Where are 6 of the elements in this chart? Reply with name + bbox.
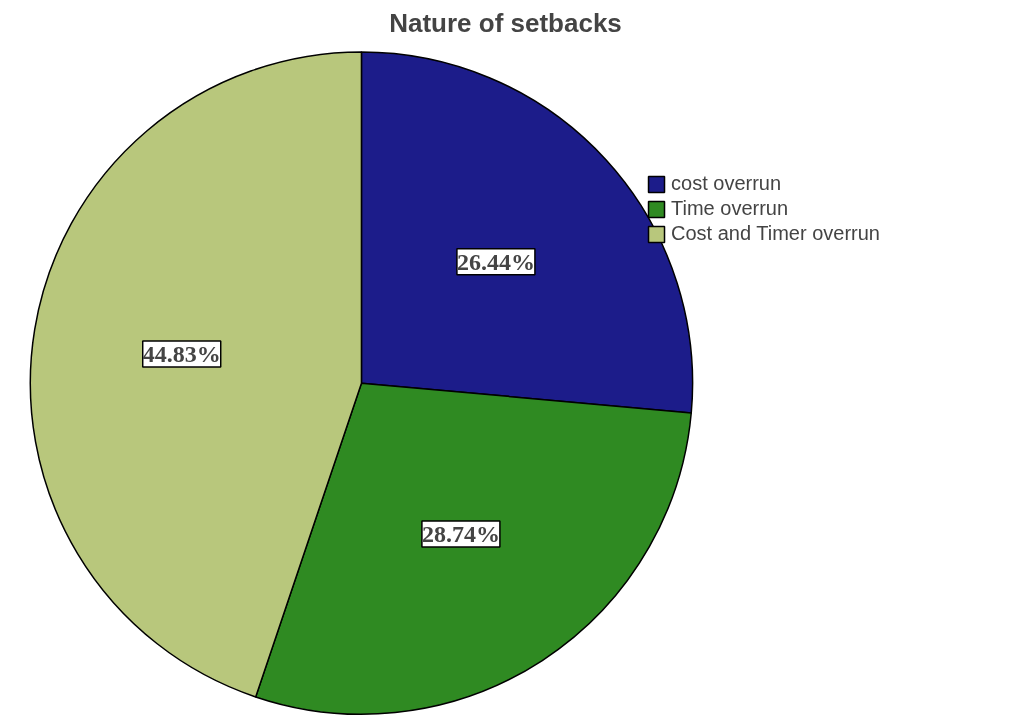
legend-label: cost overrun <box>671 172 782 195</box>
legend-label: Time overrun <box>671 197 789 220</box>
data-label: 28.74% <box>421 521 500 548</box>
legend-label: Cost and Timer overrun <box>671 222 880 245</box>
chart-title: Nature of setbacks <box>389 7 622 38</box>
data-label: 26.44% <box>456 248 535 275</box>
